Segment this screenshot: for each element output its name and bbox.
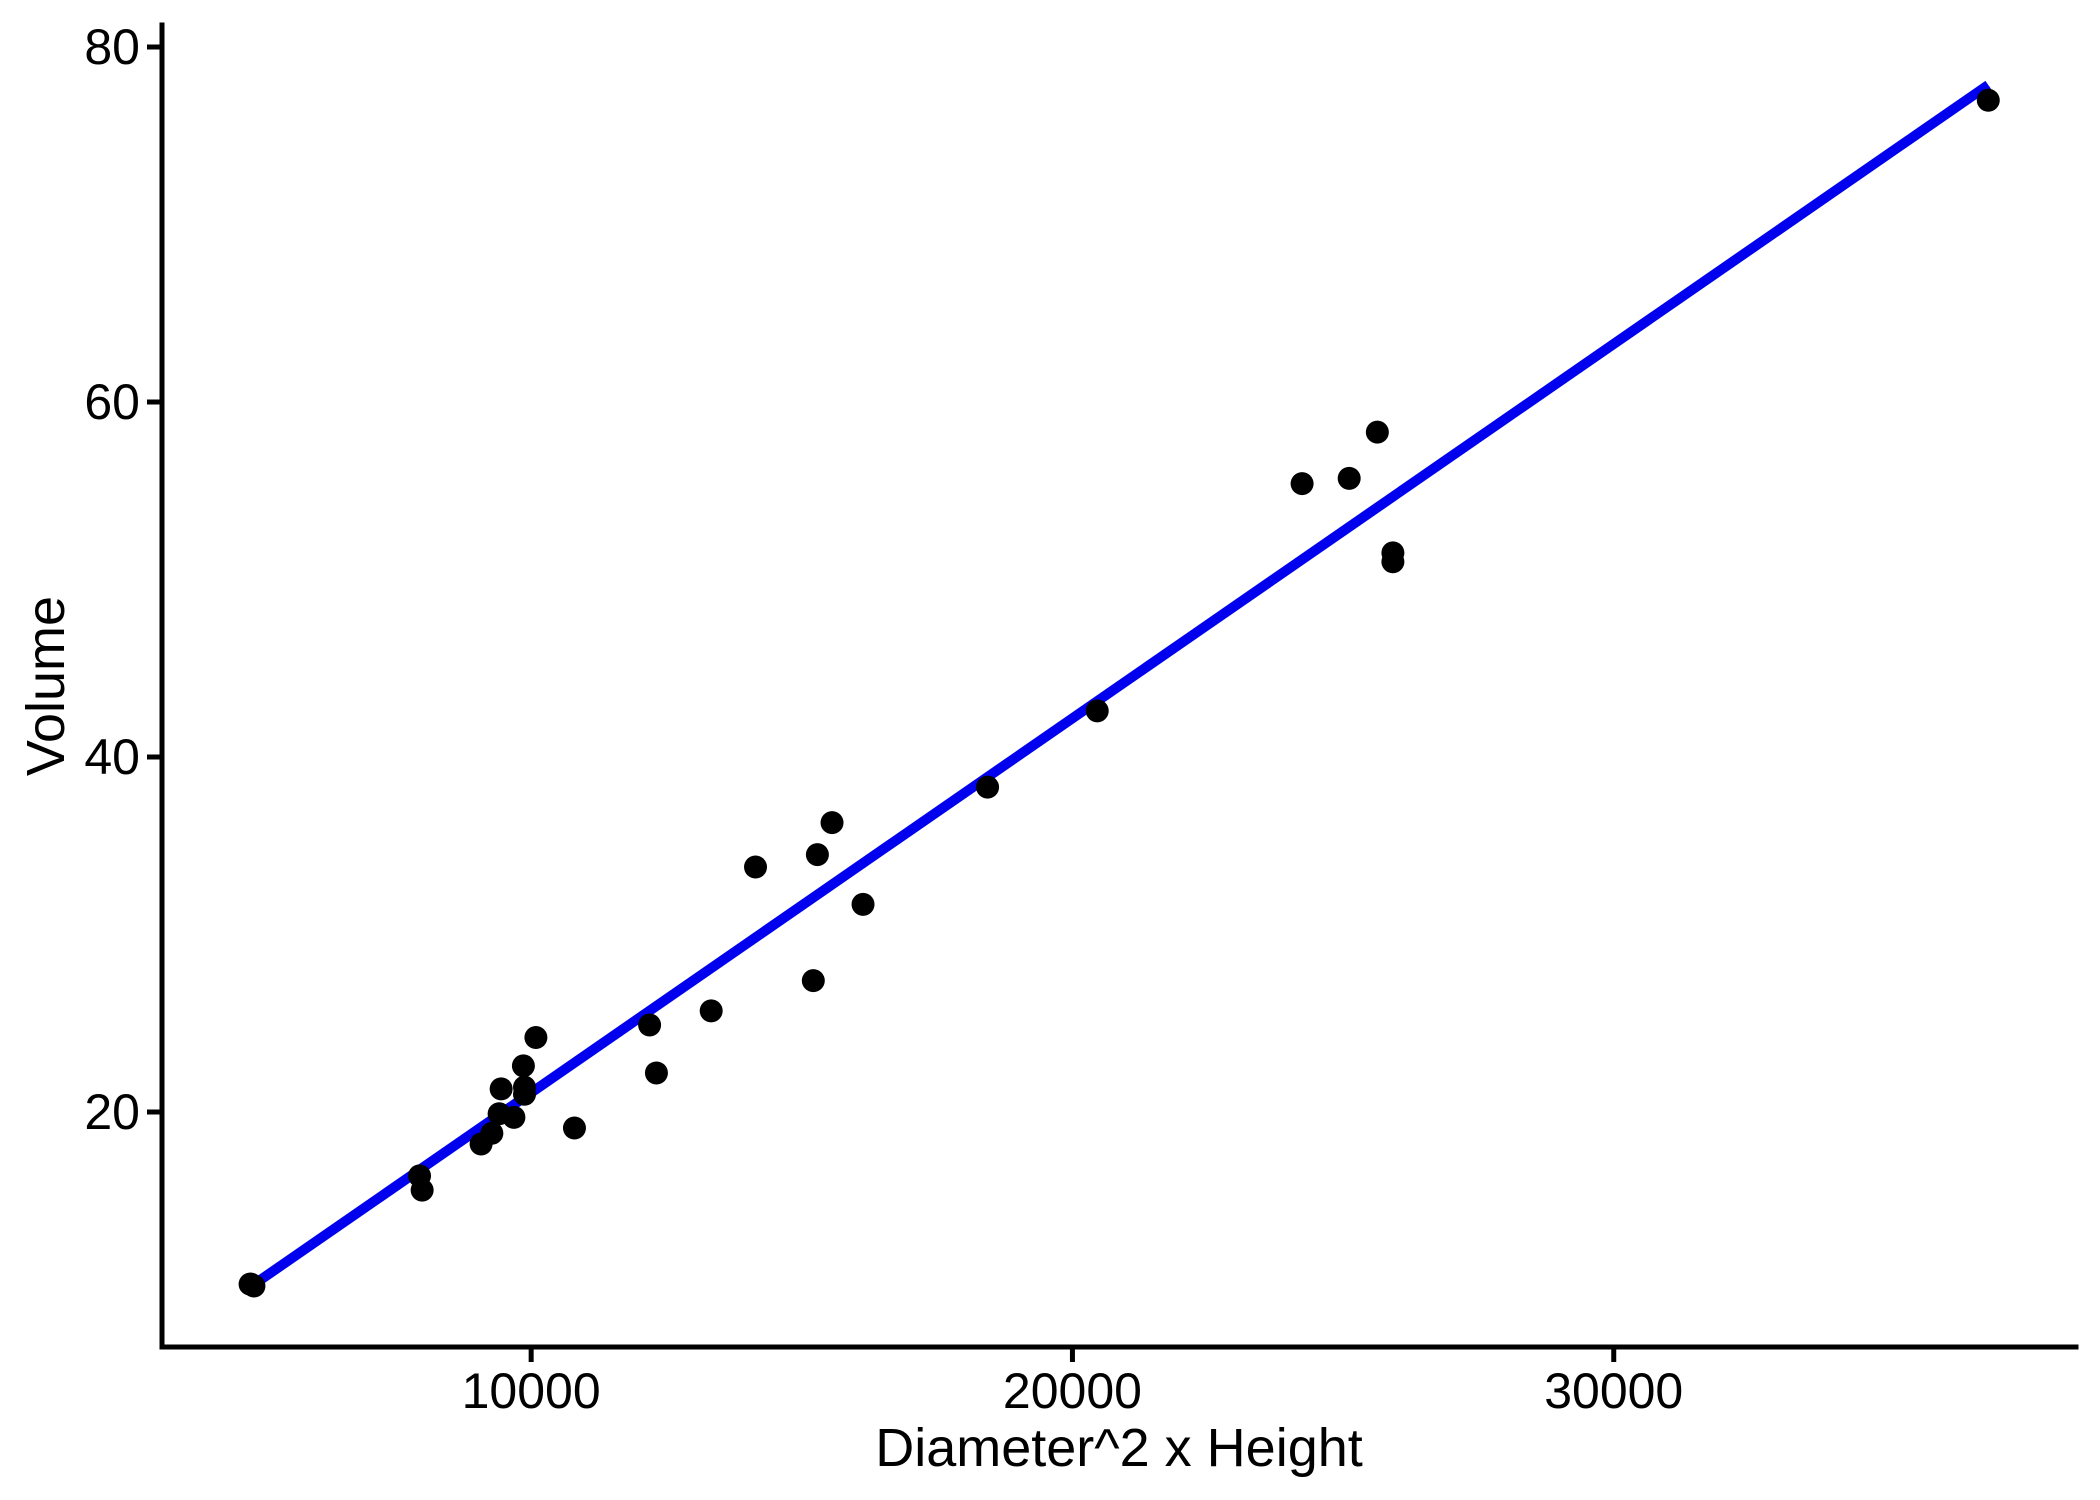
axis-lines — [159, 22, 2079, 1350]
data-point — [524, 1025, 548, 1049]
data-point — [638, 1013, 662, 1037]
data-point — [242, 1274, 266, 1298]
y-axis-tick-labels: 20 40 60 80 — [84, 19, 140, 1140]
x-axis-title: Diameter^2 x Height — [875, 1418, 1363, 1478]
data-point — [480, 1121, 504, 1145]
data-point — [1976, 88, 2000, 112]
y-axis-title: Volume — [16, 596, 76, 776]
data-point — [1381, 541, 1405, 565]
axes: 10000 20000 30000 20 40 60 80 — [84, 19, 2079, 1419]
data-point — [410, 1178, 434, 1202]
data-point — [1337, 466, 1361, 490]
x-tick-label: 20000 — [1003, 1363, 1142, 1419]
data-point — [1365, 420, 1389, 444]
data-point — [562, 1116, 586, 1140]
data-point — [502, 1105, 526, 1129]
data-point — [801, 969, 825, 993]
data-point — [1085, 699, 1109, 723]
y-tick-label: 80 — [84, 19, 140, 75]
data-point — [511, 1054, 535, 1078]
x-axis-ticks — [528, 1347, 1617, 1362]
scatter-points — [238, 88, 2000, 1298]
y-tick-label: 60 — [84, 374, 140, 430]
data-point — [644, 1061, 668, 1085]
x-axis-tick-labels: 10000 20000 30000 — [462, 1363, 1684, 1419]
y-tick-label: 40 — [84, 729, 140, 785]
data-point — [513, 1075, 537, 1099]
data-point — [699, 999, 723, 1023]
data-point — [744, 855, 768, 879]
regression-line-group — [247, 80, 1992, 1292]
regression-line — [247, 80, 1992, 1292]
data-point — [851, 892, 875, 916]
x-tick-label: 10000 — [462, 1363, 601, 1419]
data-point — [489, 1077, 513, 1101]
data-point — [820, 811, 844, 835]
data-point — [805, 843, 829, 867]
x-tick-label: 30000 — [1544, 1363, 1683, 1419]
data-point — [1290, 472, 1314, 496]
y-axis-ticks — [147, 44, 162, 1115]
y-tick-label: 20 — [84, 1084, 140, 1140]
data-point — [976, 775, 1000, 799]
